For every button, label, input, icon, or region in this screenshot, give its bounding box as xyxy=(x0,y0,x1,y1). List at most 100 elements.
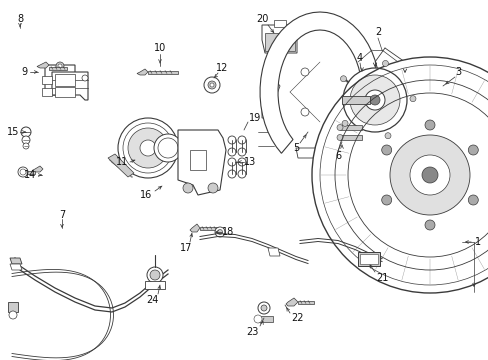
Text: 7: 7 xyxy=(59,210,65,220)
Text: 15: 15 xyxy=(7,127,19,137)
Polygon shape xyxy=(262,25,296,53)
Circle shape xyxy=(20,169,26,175)
Polygon shape xyxy=(137,69,148,75)
Polygon shape xyxy=(285,298,297,306)
Text: 19: 19 xyxy=(248,113,261,123)
Circle shape xyxy=(207,81,216,89)
Circle shape xyxy=(342,68,406,132)
Text: 8: 8 xyxy=(17,14,23,24)
Polygon shape xyxy=(262,78,280,118)
Bar xyxy=(55,74,75,86)
Circle shape xyxy=(336,135,342,140)
Bar xyxy=(148,71,178,73)
Circle shape xyxy=(301,68,308,76)
Text: 9: 9 xyxy=(21,67,27,77)
Bar xyxy=(27,171,35,174)
Bar xyxy=(12,23,257,208)
Polygon shape xyxy=(178,130,225,195)
Text: 20: 20 xyxy=(255,14,267,24)
Circle shape xyxy=(18,167,28,177)
Polygon shape xyxy=(108,154,134,177)
Text: 5: 5 xyxy=(292,143,299,153)
Circle shape xyxy=(147,267,163,283)
Text: 18: 18 xyxy=(222,227,234,237)
Text: 4: 4 xyxy=(356,53,362,63)
Text: 2: 2 xyxy=(374,27,380,37)
Bar xyxy=(247,120,347,200)
Circle shape xyxy=(209,83,214,87)
Bar xyxy=(341,96,369,104)
Bar xyxy=(339,135,361,140)
Circle shape xyxy=(424,120,434,130)
Circle shape xyxy=(301,108,308,116)
Bar xyxy=(200,226,218,230)
Polygon shape xyxy=(45,65,75,95)
Circle shape xyxy=(140,140,156,156)
Text: 12: 12 xyxy=(215,63,228,73)
Bar xyxy=(49,67,67,69)
Circle shape xyxy=(409,155,449,195)
Text: 21: 21 xyxy=(375,273,387,283)
Circle shape xyxy=(207,183,218,193)
Circle shape xyxy=(258,302,269,314)
Polygon shape xyxy=(267,248,280,256)
Circle shape xyxy=(384,133,390,139)
Circle shape xyxy=(421,167,437,183)
Circle shape xyxy=(389,135,469,215)
Circle shape xyxy=(217,230,222,234)
Circle shape xyxy=(154,134,182,162)
Bar xyxy=(339,125,361,130)
Circle shape xyxy=(253,315,262,323)
Circle shape xyxy=(382,60,387,67)
Circle shape xyxy=(128,128,168,168)
Polygon shape xyxy=(52,72,88,100)
Text: 16: 16 xyxy=(140,190,152,200)
Polygon shape xyxy=(8,302,18,312)
Circle shape xyxy=(261,305,266,311)
Circle shape xyxy=(56,62,64,70)
Circle shape xyxy=(58,64,62,68)
Circle shape xyxy=(342,120,347,126)
Circle shape xyxy=(369,95,379,105)
Polygon shape xyxy=(264,33,294,51)
Circle shape xyxy=(82,75,88,81)
Polygon shape xyxy=(190,224,200,232)
Polygon shape xyxy=(37,62,49,68)
Circle shape xyxy=(215,227,224,237)
Text: 10: 10 xyxy=(154,43,166,53)
Polygon shape xyxy=(42,76,52,84)
Circle shape xyxy=(364,90,384,110)
Bar xyxy=(357,252,379,266)
Bar xyxy=(258,316,272,322)
Circle shape xyxy=(311,57,488,293)
Circle shape xyxy=(336,125,342,131)
Circle shape xyxy=(183,183,193,193)
Circle shape xyxy=(21,127,31,137)
Circle shape xyxy=(340,76,346,82)
Text: 22: 22 xyxy=(291,313,304,323)
Circle shape xyxy=(9,311,17,319)
Text: 11: 11 xyxy=(116,157,128,167)
Text: 6: 6 xyxy=(334,151,340,161)
Text: 3: 3 xyxy=(454,67,460,77)
Text: 1: 1 xyxy=(474,237,480,247)
Circle shape xyxy=(150,270,160,280)
Circle shape xyxy=(23,143,29,149)
Polygon shape xyxy=(10,264,22,270)
Circle shape xyxy=(123,123,173,173)
Circle shape xyxy=(22,136,30,144)
Polygon shape xyxy=(32,166,43,172)
Polygon shape xyxy=(260,12,379,153)
Text: 14: 14 xyxy=(24,170,36,180)
Polygon shape xyxy=(42,88,52,96)
Bar xyxy=(297,301,313,303)
Circle shape xyxy=(468,145,477,155)
Text: 23: 23 xyxy=(245,327,258,337)
Bar xyxy=(145,281,164,289)
Bar xyxy=(55,87,75,97)
Circle shape xyxy=(381,195,391,205)
Text: 24: 24 xyxy=(145,295,158,305)
Circle shape xyxy=(381,145,391,155)
Polygon shape xyxy=(295,148,317,158)
Bar xyxy=(190,150,205,170)
